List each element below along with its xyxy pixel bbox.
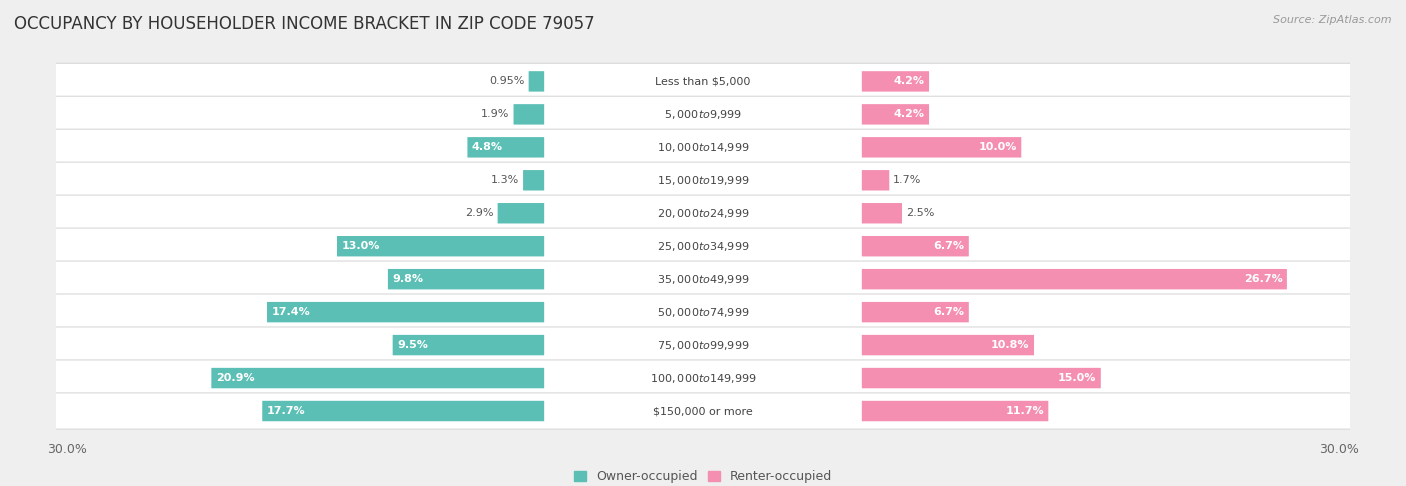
Text: 6.7%: 6.7% (934, 241, 965, 251)
FancyBboxPatch shape (862, 269, 1286, 289)
FancyBboxPatch shape (513, 104, 544, 124)
FancyBboxPatch shape (55, 261, 1351, 297)
FancyBboxPatch shape (498, 203, 544, 224)
FancyBboxPatch shape (55, 129, 1351, 165)
FancyBboxPatch shape (55, 294, 1351, 330)
Text: $5,000 to $9,999: $5,000 to $9,999 (664, 108, 742, 121)
Text: 11.7%: 11.7% (1005, 406, 1043, 416)
Text: 1.3%: 1.3% (491, 175, 519, 185)
Text: 10.8%: 10.8% (991, 340, 1029, 350)
FancyBboxPatch shape (467, 137, 544, 157)
FancyBboxPatch shape (862, 302, 969, 322)
FancyBboxPatch shape (529, 71, 544, 92)
Text: 1.7%: 1.7% (893, 175, 922, 185)
FancyBboxPatch shape (862, 170, 889, 191)
Text: 17.7%: 17.7% (267, 406, 305, 416)
FancyBboxPatch shape (267, 302, 544, 322)
Text: 20.9%: 20.9% (215, 373, 254, 383)
FancyBboxPatch shape (862, 203, 903, 224)
Text: $20,000 to $24,999: $20,000 to $24,999 (657, 207, 749, 220)
Text: 2.9%: 2.9% (465, 208, 494, 218)
FancyBboxPatch shape (392, 335, 544, 355)
FancyBboxPatch shape (55, 96, 1351, 133)
FancyBboxPatch shape (523, 170, 544, 191)
FancyBboxPatch shape (211, 368, 544, 388)
Text: 6.7%: 6.7% (934, 307, 965, 317)
Text: Less than $5,000: Less than $5,000 (655, 76, 751, 87)
FancyBboxPatch shape (55, 228, 1351, 264)
FancyBboxPatch shape (55, 360, 1351, 396)
FancyBboxPatch shape (55, 327, 1351, 363)
FancyBboxPatch shape (862, 137, 1021, 157)
FancyBboxPatch shape (55, 393, 1351, 429)
Text: $10,000 to $14,999: $10,000 to $14,999 (657, 141, 749, 154)
FancyBboxPatch shape (862, 71, 929, 92)
FancyBboxPatch shape (862, 368, 1101, 388)
Text: $15,000 to $19,999: $15,000 to $19,999 (657, 174, 749, 187)
FancyBboxPatch shape (862, 236, 969, 257)
Text: $100,000 to $149,999: $100,000 to $149,999 (650, 372, 756, 384)
Text: 15.0%: 15.0% (1057, 373, 1097, 383)
Text: 4.8%: 4.8% (472, 142, 503, 152)
FancyBboxPatch shape (55, 162, 1351, 198)
FancyBboxPatch shape (862, 335, 1033, 355)
Text: 9.8%: 9.8% (392, 274, 423, 284)
Text: $25,000 to $34,999: $25,000 to $34,999 (657, 240, 749, 253)
Text: 17.4%: 17.4% (271, 307, 311, 317)
Text: OCCUPANCY BY HOUSEHOLDER INCOME BRACKET IN ZIP CODE 79057: OCCUPANCY BY HOUSEHOLDER INCOME BRACKET … (14, 15, 595, 33)
Text: 4.2%: 4.2% (894, 109, 925, 120)
Text: 26.7%: 26.7% (1244, 274, 1282, 284)
Text: 1.9%: 1.9% (481, 109, 509, 120)
FancyBboxPatch shape (862, 401, 1049, 421)
Text: 13.0%: 13.0% (342, 241, 380, 251)
Text: 4.2%: 4.2% (894, 76, 925, 87)
FancyBboxPatch shape (263, 401, 544, 421)
FancyBboxPatch shape (55, 195, 1351, 231)
Text: 10.0%: 10.0% (979, 142, 1017, 152)
Text: $75,000 to $99,999: $75,000 to $99,999 (657, 339, 749, 351)
FancyBboxPatch shape (862, 104, 929, 124)
Text: 0.95%: 0.95% (489, 76, 524, 87)
Text: Source: ZipAtlas.com: Source: ZipAtlas.com (1274, 15, 1392, 25)
Text: 2.5%: 2.5% (905, 208, 935, 218)
Text: 9.5%: 9.5% (396, 340, 427, 350)
Legend: Owner-occupied, Renter-occupied: Owner-occupied, Renter-occupied (568, 465, 838, 486)
FancyBboxPatch shape (337, 236, 544, 257)
FancyBboxPatch shape (388, 269, 544, 289)
Text: $50,000 to $74,999: $50,000 to $74,999 (657, 306, 749, 319)
Text: $35,000 to $49,999: $35,000 to $49,999 (657, 273, 749, 286)
FancyBboxPatch shape (55, 63, 1351, 100)
Text: $150,000 or more: $150,000 or more (654, 406, 752, 416)
